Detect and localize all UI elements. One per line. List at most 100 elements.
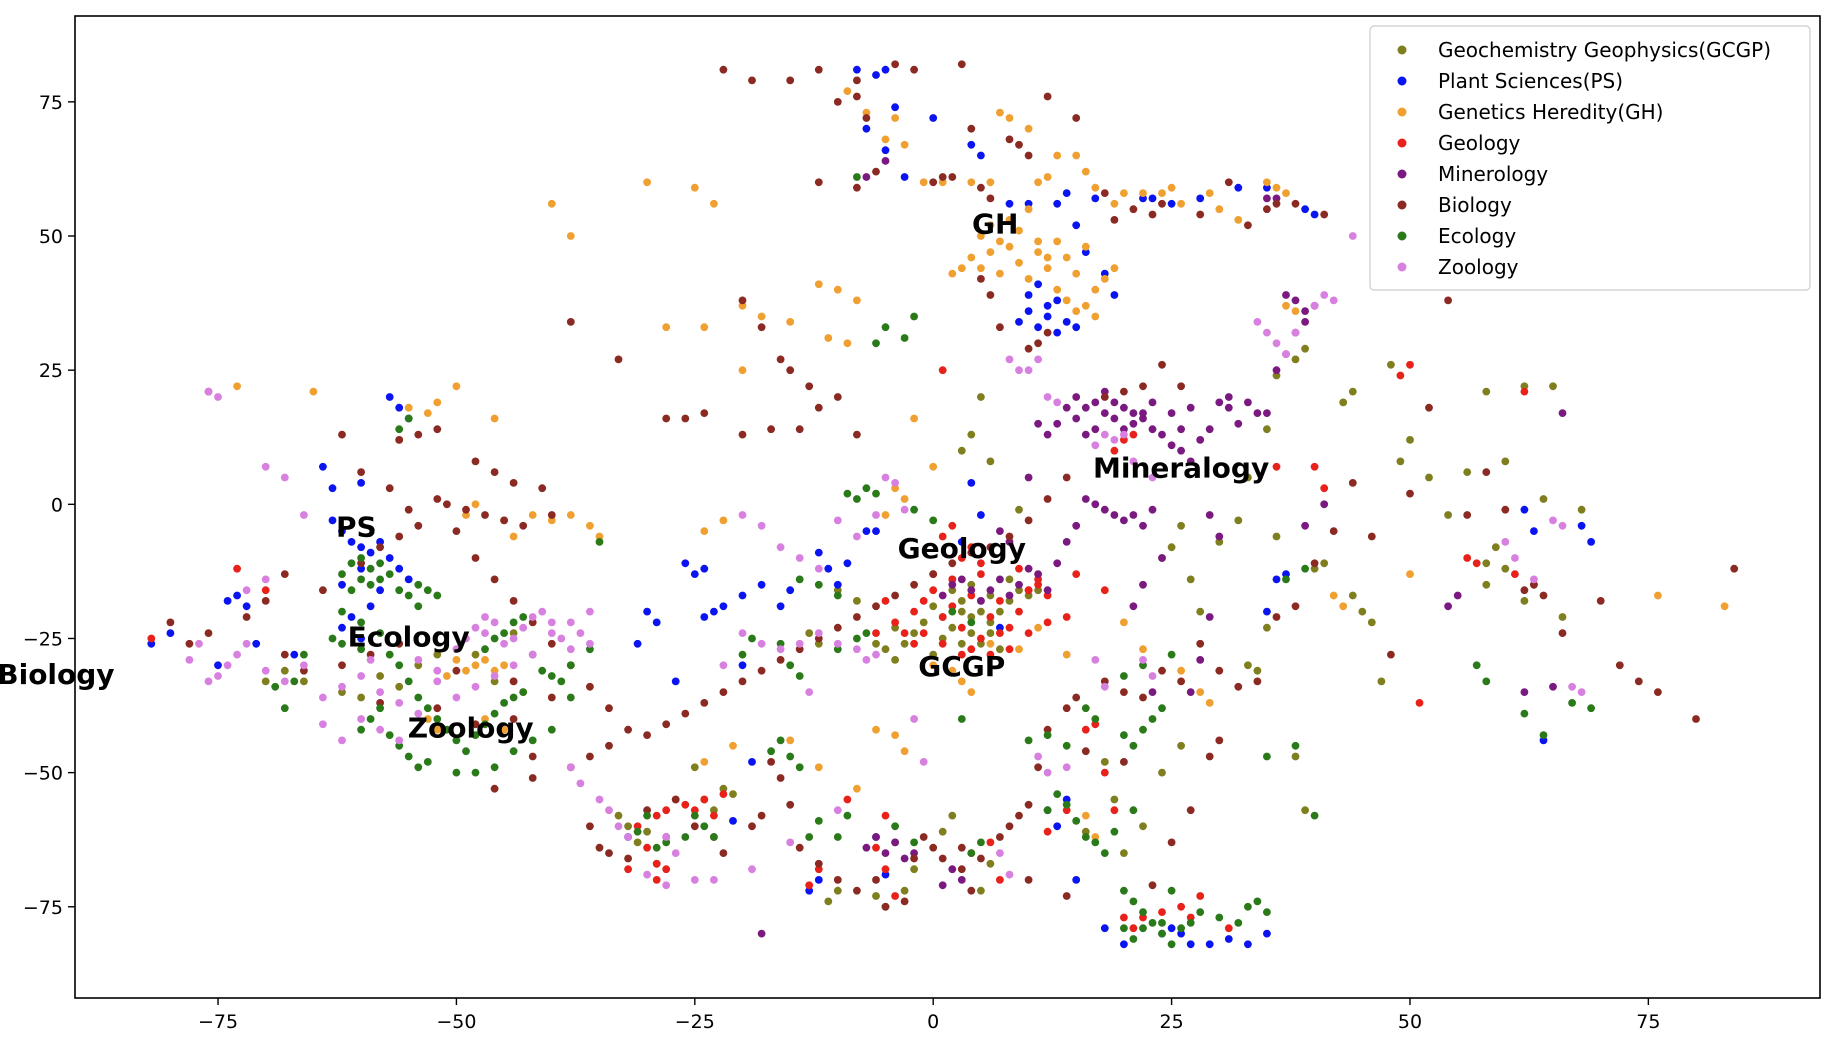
data-point	[795, 425, 804, 434]
data-point	[700, 564, 709, 573]
data-point	[1034, 323, 1042, 332]
data-point	[1015, 607, 1023, 616]
data-point	[996, 607, 1004, 616]
data-point	[385, 393, 394, 401]
data-point	[776, 355, 785, 364]
data-point	[986, 613, 995, 621]
data-point	[1291, 602, 1300, 611]
data-point	[1196, 210, 1205, 219]
data-point	[1110, 291, 1119, 299]
data-point	[948, 173, 957, 181]
data-point	[948, 521, 957, 530]
data-point	[1263, 178, 1271, 187]
data-point	[1043, 173, 1052, 181]
data-point	[824, 897, 833, 906]
data-point	[853, 65, 861, 74]
data-point	[652, 876, 661, 884]
data-point	[1024, 124, 1033, 133]
data-point	[1081, 301, 1090, 310]
y-tick-label: 0	[51, 494, 63, 516]
data-point	[833, 516, 842, 525]
data-point	[719, 661, 728, 670]
data-point	[1329, 527, 1338, 535]
data-point	[891, 591, 899, 600]
data-point	[1244, 398, 1252, 407]
data-point	[1158, 189, 1166, 198]
data-point	[843, 87, 852, 95]
data-point	[547, 199, 556, 208]
data-point	[738, 677, 747, 686]
data-point	[957, 876, 966, 884]
data-point	[643, 843, 651, 852]
data-point	[376, 559, 384, 568]
data-point	[385, 650, 394, 659]
data-point	[738, 296, 747, 305]
data-point	[881, 157, 890, 165]
data-point	[996, 527, 1004, 535]
data-point	[1224, 935, 1233, 943]
data-point	[681, 414, 690, 423]
data-point	[452, 645, 461, 654]
data-point	[1005, 114, 1014, 122]
data-point	[414, 693, 423, 702]
data-point	[1062, 704, 1071, 713]
data-point	[1549, 382, 1557, 391]
data-point	[690, 183, 699, 192]
data-point	[776, 602, 785, 611]
legend-marker	[1397, 45, 1407, 55]
data-point	[1568, 699, 1576, 707]
data-point	[1148, 688, 1157, 696]
data-point	[1081, 403, 1090, 412]
data-point	[300, 666, 308, 675]
data-point	[471, 650, 480, 659]
data-point	[1091, 312, 1100, 321]
data-point	[357, 725, 365, 734]
data-point	[1091, 838, 1100, 847]
data-point	[938, 173, 947, 181]
data-point	[1348, 387, 1357, 396]
data-point	[1205, 752, 1214, 761]
data-point	[700, 613, 709, 621]
data-point	[1234, 419, 1243, 428]
data-point	[881, 146, 890, 155]
data-point	[881, 811, 890, 820]
data-point	[814, 580, 823, 589]
data-point	[166, 618, 175, 627]
data-point	[1186, 919, 1195, 927]
data-point	[786, 838, 795, 847]
data-point	[1282, 350, 1290, 358]
data-point	[1177, 902, 1185, 911]
data-point	[566, 693, 575, 702]
data-point	[957, 865, 966, 874]
x-tick-label: 50	[1398, 1011, 1422, 1033]
data-point	[967, 618, 976, 627]
data-point	[376, 688, 384, 696]
data-point	[1043, 393, 1052, 401]
data-point	[1568, 682, 1576, 691]
data-point	[786, 661, 795, 670]
data-point	[586, 645, 594, 654]
data-point	[1520, 688, 1529, 696]
data-point	[948, 623, 957, 632]
data-point	[1129, 602, 1138, 611]
data-point	[1205, 940, 1214, 949]
x-tick-label: 25	[1159, 1011, 1183, 1033]
data-point	[1205, 613, 1214, 621]
data-point	[1072, 817, 1081, 825]
data-point	[872, 639, 880, 648]
data-point	[786, 736, 795, 745]
data-point	[1272, 339, 1281, 348]
data-point	[891, 60, 899, 69]
data-point	[1091, 715, 1100, 723]
data-point	[1263, 607, 1271, 616]
data-point	[853, 296, 861, 305]
data-point	[652, 618, 661, 627]
data-point	[977, 886, 985, 895]
data-point	[338, 623, 346, 632]
data-point	[452, 768, 461, 777]
data-point	[1110, 795, 1119, 804]
data-point	[786, 366, 795, 375]
data-point	[957, 650, 966, 659]
data-point	[977, 634, 985, 643]
data-point	[300, 677, 308, 686]
